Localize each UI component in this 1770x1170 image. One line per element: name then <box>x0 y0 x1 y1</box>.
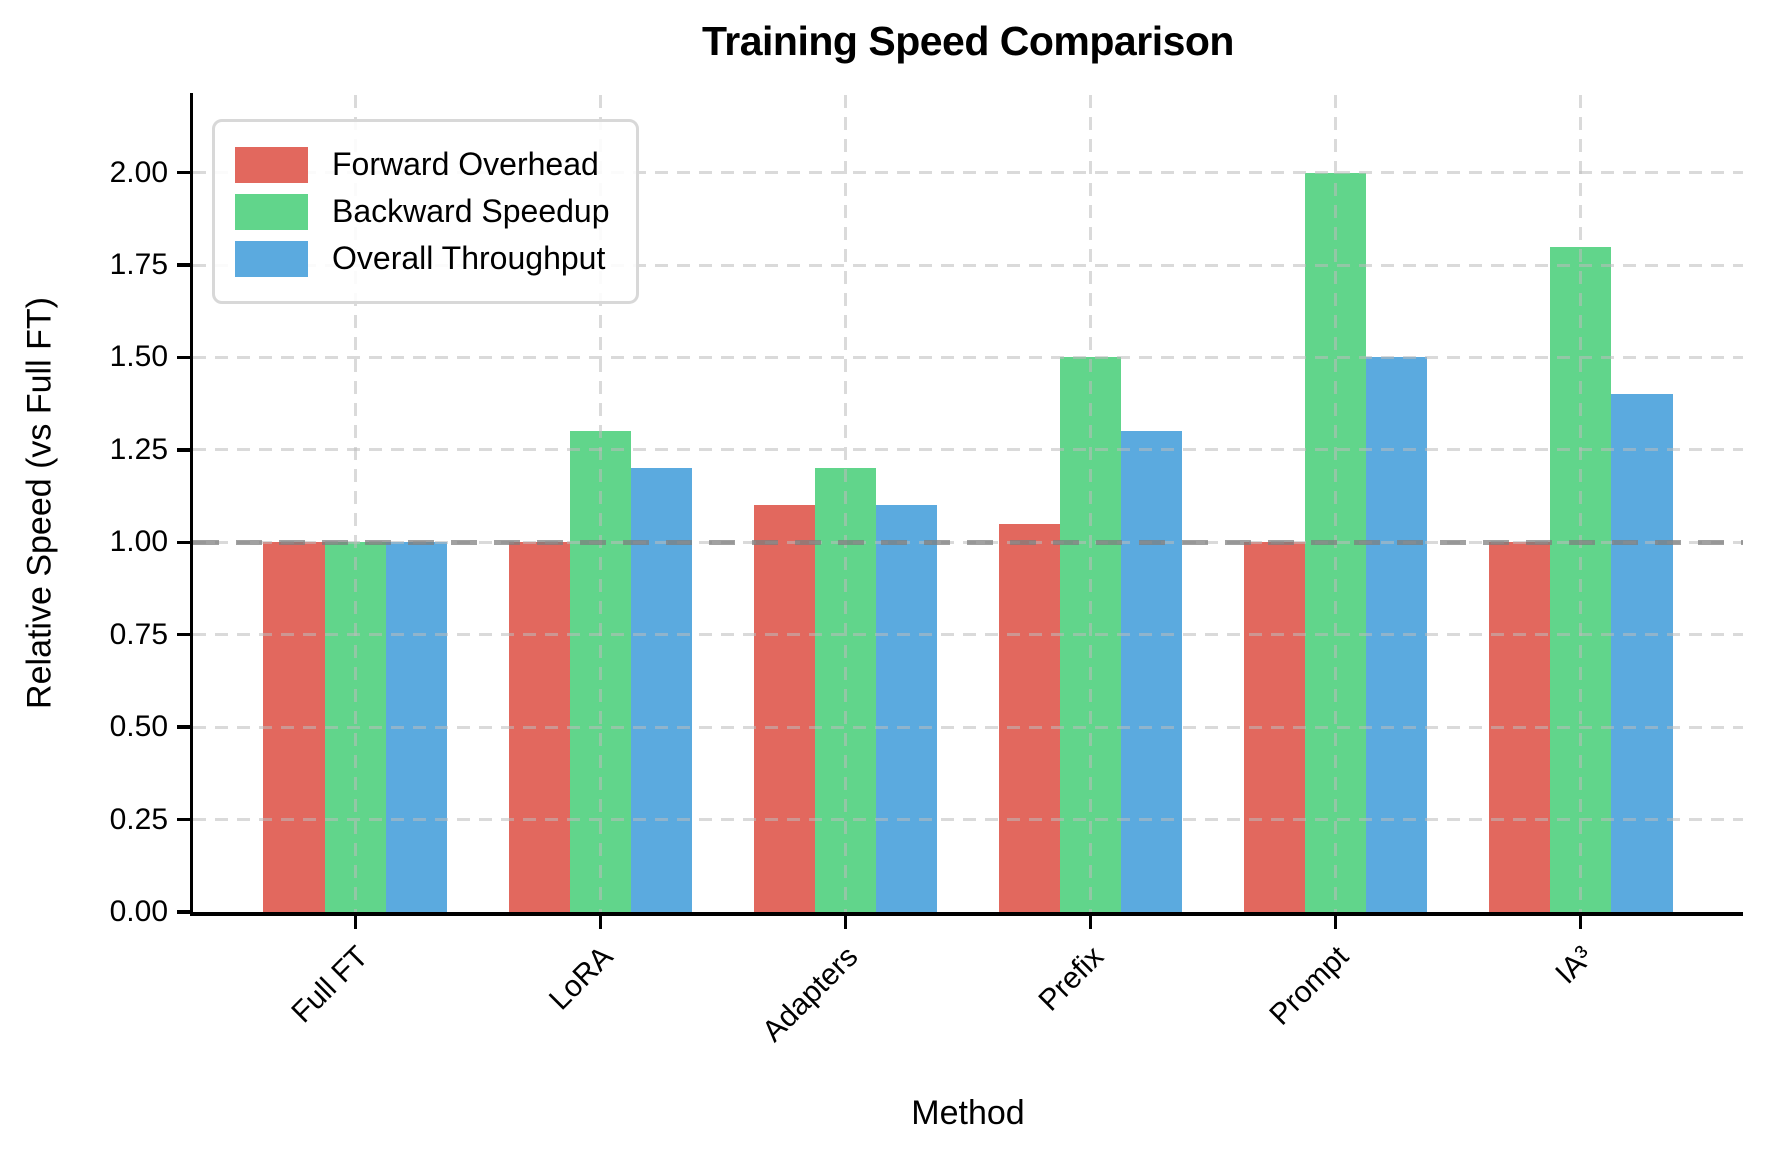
h-gridline <box>193 448 1743 452</box>
y-tick <box>176 910 190 914</box>
legend-entry-backward-speedup: Backward Speedup <box>235 193 610 230</box>
v-gridline <box>1579 95 1583 912</box>
bar-adapters-overall-throughput <box>876 505 938 912</box>
x-axis-spine <box>189 912 1743 916</box>
x-axis-label: Method <box>911 1094 1025 1132</box>
v-gridline <box>843 95 847 912</box>
x-tick <box>1088 915 1093 929</box>
y-tick-label: 1.75 <box>109 248 168 282</box>
y-tick <box>176 540 190 545</box>
legend-label: Backward Speedup <box>332 193 610 229</box>
y-tick-label: 2.00 <box>109 155 168 189</box>
bar-adapters-forward-overhead <box>753 505 815 912</box>
legend-entry-forward-overhead: Forward Overhead <box>235 146 610 183</box>
x-tick-label-prompt: Prompt <box>1263 940 1355 1032</box>
v-gridline <box>353 95 357 912</box>
h-gridline <box>193 818 1743 822</box>
legend: Forward Overhead Backward Speedup Overall … <box>212 119 639 304</box>
y-tick-label: 0.25 <box>109 802 168 836</box>
y-tick-label: 0.50 <box>109 710 168 744</box>
reference-line <box>193 539 1743 545</box>
x-tick-label-ia: IA³ <box>1549 940 1600 991</box>
x-tick <box>1578 915 1583 929</box>
v-gridline <box>1334 95 1338 912</box>
x-tick-label-full-ft: Full FT <box>285 940 375 1030</box>
y-tick-label: 0.00 <box>109 895 168 928</box>
h-gridline <box>193 263 1743 267</box>
y-tick-label: 0.75 <box>109 617 168 651</box>
h-gridline <box>193 171 1743 175</box>
h-gridline <box>193 355 1743 359</box>
bar-prefix-forward-overhead <box>998 523 1060 912</box>
h-gridline <box>193 633 1743 637</box>
y-tick <box>176 170 190 175</box>
y-tick <box>176 263 190 267</box>
legend-label: Forward Overhead <box>332 146 599 182</box>
x-tick-label-prefix: Prefix <box>1032 940 1110 1018</box>
x-tick-label-lora: LoRA <box>543 940 620 1017</box>
bar-prefix-overall-throughput <box>1121 431 1183 912</box>
legend-swatch-forward-overhead <box>235 146 308 183</box>
y-tick-label: 1.50 <box>109 340 168 374</box>
y-tick <box>176 632 190 637</box>
bar-lora-overall-throughput <box>631 468 693 912</box>
y-tick-label: 1.25 <box>109 432 168 466</box>
v-gridline <box>1089 95 1093 912</box>
x-tick <box>598 915 603 929</box>
v-gridline <box>598 95 602 912</box>
legend-entry-overall-throughput: Overall Throughput <box>235 240 610 277</box>
x-tick <box>843 915 848 929</box>
y-tick-label: 1.00 <box>109 525 168 559</box>
legend-swatch-backward-speedup <box>235 193 308 230</box>
bar-ia-overall-throughput <box>1611 394 1673 912</box>
y-axis-spine <box>189 93 193 916</box>
chart-title: Training Speed Comparison <box>702 18 1234 64</box>
x-tick-label-adapters: Adapters <box>756 940 865 1049</box>
legend-swatch-overall-throughput <box>235 240 308 277</box>
x-tick <box>353 915 358 929</box>
y-tick <box>176 355 190 360</box>
x-tick <box>1333 915 1338 929</box>
y-tick <box>176 817 190 822</box>
h-gridline <box>193 725 1743 729</box>
legend-label: Overall Throughput <box>332 240 606 276</box>
y-tick <box>176 725 190 729</box>
y-tick <box>176 448 190 452</box>
